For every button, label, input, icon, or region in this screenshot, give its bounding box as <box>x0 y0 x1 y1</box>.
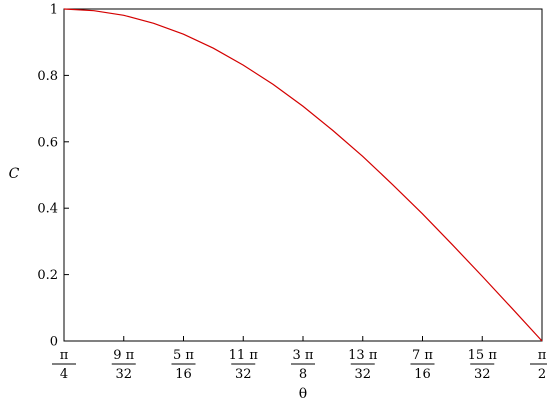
x-tick-label-numerator: 11 π <box>229 348 259 363</box>
x-tick-label-denominator: 32 <box>354 367 371 382</box>
x-tick-label-numerator: 15 π <box>468 348 498 363</box>
plot-frame <box>63 8 543 342</box>
y-tick-label: 0.8 <box>37 69 58 84</box>
y-tick-label: 0.6 <box>37 135 58 150</box>
y-tick-label: 0.2 <box>37 268 58 283</box>
x-tick-label-denominator: 32 <box>474 367 491 382</box>
x-tick-label-denominator: 32 <box>235 367 252 382</box>
x-tick-label-denominator: 16 <box>175 367 192 382</box>
x-tick-label-denominator: 2 <box>538 367 546 382</box>
x-tick-label-numerator: 9 π <box>113 348 134 363</box>
x-tick-label-denominator: 8 <box>299 367 307 382</box>
x-axis-title: θ <box>299 386 307 402</box>
series-line <box>63 8 543 342</box>
y-tick-label: 0 <box>50 335 58 350</box>
y-axis-title: C <box>9 166 20 182</box>
x-tick-label-numerator: 13 π <box>348 348 378 363</box>
x-tick-label-denominator: 4 <box>60 367 68 382</box>
x-tick-label-numerator: 3 π <box>293 348 314 363</box>
x-axis-ticks: π 4 9 π 32 5 π 16 11 π 32 3 π 8 13 π 32 7 π 16 15 π 32 π… <box>52 336 547 382</box>
x-tick-label-denominator: 32 <box>115 367 132 382</box>
y-axis-ticks: 0 0.2 0.4 0.6 0.8 1 <box>37 3 69 350</box>
x-tick-label-numerator: 7 π <box>412 348 433 363</box>
x-tick-label-numerator: π <box>538 348 547 363</box>
y-tick-label: 1 <box>50 3 58 18</box>
x-tick-label-numerator: π <box>60 348 69 363</box>
y-tick-label: 0.4 <box>37 202 58 217</box>
x-tick-label-numerator: 5 π <box>173 348 194 363</box>
x-tick-label-denominator: 16 <box>414 367 431 382</box>
